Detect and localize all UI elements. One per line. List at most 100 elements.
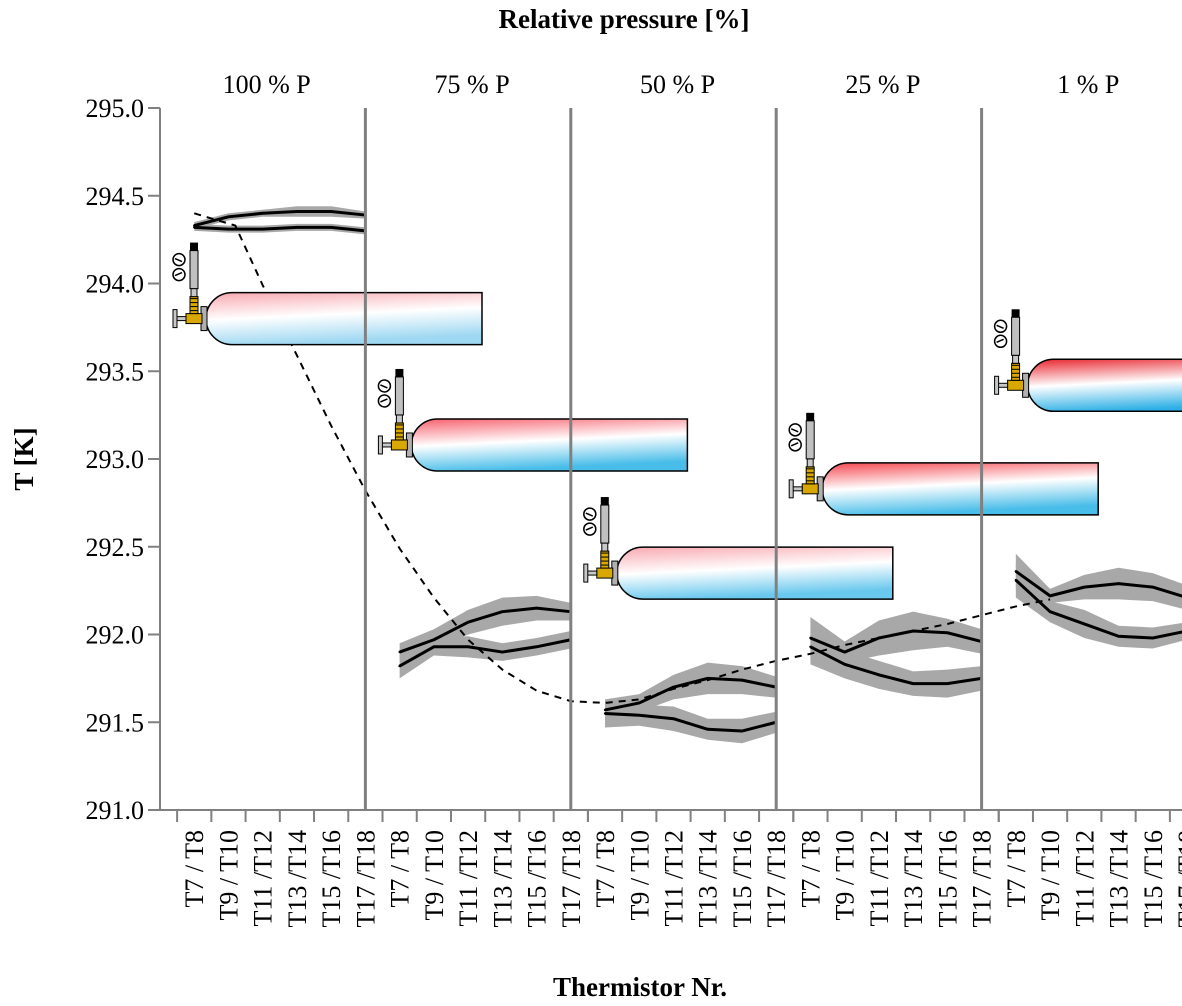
- valve-body: [596, 567, 614, 579]
- outlet-nut: [788, 479, 794, 499]
- gauge-needle: [380, 398, 388, 403]
- line-panel-3-series-1: [809, 645, 982, 686]
- regulator-cap: [806, 412, 815, 421]
- gauge-needle: [996, 338, 1004, 343]
- point-panel-3-series-0-2: [877, 636, 881, 640]
- x-category-label: T9 / T10: [214, 830, 243, 921]
- point-panel-1-series-0-1: [432, 638, 436, 641]
- point-panel-2-series-0-0: [603, 708, 607, 712]
- regulator-cap: [190, 242, 198, 251]
- point-panel-1-series-1-1: [432, 645, 436, 648]
- y-axis-label: T [K]: [9, 427, 39, 490]
- x-category-label: T7 / T8: [386, 830, 415, 908]
- outlet-nut: [583, 563, 589, 583]
- outlet-nut: [172, 309, 178, 329]
- regulator-tube: [600, 504, 610, 544]
- y-tick-label: 294.5: [86, 182, 145, 211]
- x-category-label: T17 /T18: [557, 830, 586, 928]
- trend-curve: [193, 212, 1051, 704]
- outlet-nut: [994, 375, 1000, 395]
- point-panel-1-series-0-2: [466, 621, 470, 624]
- y-tick-label: 295.0: [86, 94, 145, 123]
- y-tick-label: 294.0: [86, 270, 145, 299]
- gauge-needle: [174, 271, 183, 277]
- point-panel-4-series-0-2: [1083, 585, 1086, 589]
- point-panel-1-series-0-4: [535, 606, 538, 610]
- x-category-label: T7 / T8: [1002, 830, 1031, 908]
- x-category-label: T13 /T14: [694, 830, 723, 928]
- cylinder-body: [616, 546, 894, 600]
- point-panel-4-series-1-4: [1151, 636, 1154, 640]
- point-panel-2-series-0-1: [638, 701, 641, 705]
- x-category-label: T9 / T10: [831, 830, 860, 921]
- point-panel-2-series-0-4: [740, 678, 744, 682]
- gauge-needle: [585, 526, 594, 531]
- point-panel-1-series-0-3: [501, 610, 504, 613]
- y-tick-label: 291.5: [86, 708, 145, 737]
- point-panel-3-series-0-1: [843, 650, 846, 654]
- point-panel-3-series-1-0: [809, 645, 812, 648]
- cylinder-body: [821, 462, 1099, 516]
- line-panel-0-series-0: [193, 210, 366, 228]
- point-panel-0-series-1-0: [193, 226, 196, 229]
- x-category-label: T11 /T12: [249, 830, 278, 927]
- y-tick-label: 293.0: [86, 445, 145, 474]
- gas-cylinder-2: [583, 497, 894, 600]
- x-category-label: T15 /T16: [728, 830, 757, 928]
- panel-label: 25 % P: [845, 70, 920, 99]
- point-panel-2-series-1-2: [672, 717, 675, 720]
- regulator-cap: [600, 497, 609, 506]
- point-panel-3-series-1-2: [877, 673, 881, 677]
- x-category-label: T11 /T12: [865, 830, 894, 927]
- valve-body: [1007, 379, 1025, 391]
- gauge-needle: [585, 512, 594, 517]
- x-category-label: T15 /T16: [933, 830, 962, 928]
- x-axis-label: Thermistor Nr.: [553, 972, 727, 1002]
- point-panel-2-series-1-1: [638, 714, 641, 717]
- x-category-label: T17 /T18: [762, 830, 791, 928]
- gauge-needle: [380, 384, 388, 389]
- gauge-needle: [996, 324, 1004, 329]
- x-category-label: T13 /T14: [899, 830, 928, 928]
- line-panel-3-series-0: [809, 629, 982, 654]
- regulator-tube: [189, 250, 199, 290]
- cylinder-body: [1026, 358, 1182, 413]
- point-panel-3-series-0-0: [809, 636, 812, 640]
- outlet-nut: [377, 435, 383, 455]
- gas-cylinder-3: [788, 412, 1099, 516]
- line-panel-1-series-0: [399, 606, 571, 654]
- panel-label: 50 % P: [640, 70, 715, 99]
- cylinder-body: [410, 418, 689, 472]
- point-panel-2-series-1-3: [706, 728, 709, 731]
- point-panel-4-series-1-0: [1014, 578, 1018, 582]
- gas-cylinders: [172, 242, 1182, 600]
- chart-title: Relative pressure [%]: [499, 4, 750, 34]
- x-category-label: T11 /T12: [1070, 830, 1099, 927]
- point-panel-4-series-1-3: [1117, 635, 1120, 638]
- point-panel-0-series-1-2: [261, 227, 264, 231]
- point-panel-4-series-0-3: [1117, 582, 1120, 585]
- panel-label: 75 % P: [435, 70, 510, 99]
- y-tick-label: 291.0: [86, 796, 145, 825]
- point-panel-2-series-1-4: [740, 729, 744, 733]
- x-category-label: T17 /T18: [1173, 830, 1182, 928]
- gas-cylinder-0: [172, 242, 483, 346]
- point-panel-0-series-0-1: [227, 215, 230, 219]
- gauge-needle: [790, 428, 799, 433]
- point-panel-0-series-1-3: [295, 226, 299, 229]
- point-panel-2-series-1-0: [603, 712, 607, 715]
- point-panel-0-series-0-3: [295, 210, 299, 213]
- regulator-stem: [806, 458, 814, 468]
- regulator-stem: [601, 542, 609, 552]
- point-panel-3-series-0-4: [946, 631, 949, 634]
- y-tick-label: 292.0: [86, 621, 145, 650]
- line-panel-0-series-1: [194, 225, 366, 233]
- valve-body: [185, 313, 203, 325]
- regulator-cap: [395, 368, 404, 377]
- x-category-label: T13 /T14: [1105, 830, 1134, 928]
- valve-body: [390, 439, 408, 451]
- point-panel-3-series-1-4: [946, 682, 949, 685]
- series-lines: [193, 210, 1182, 733]
- x-category-label: T7 / T8: [180, 830, 209, 908]
